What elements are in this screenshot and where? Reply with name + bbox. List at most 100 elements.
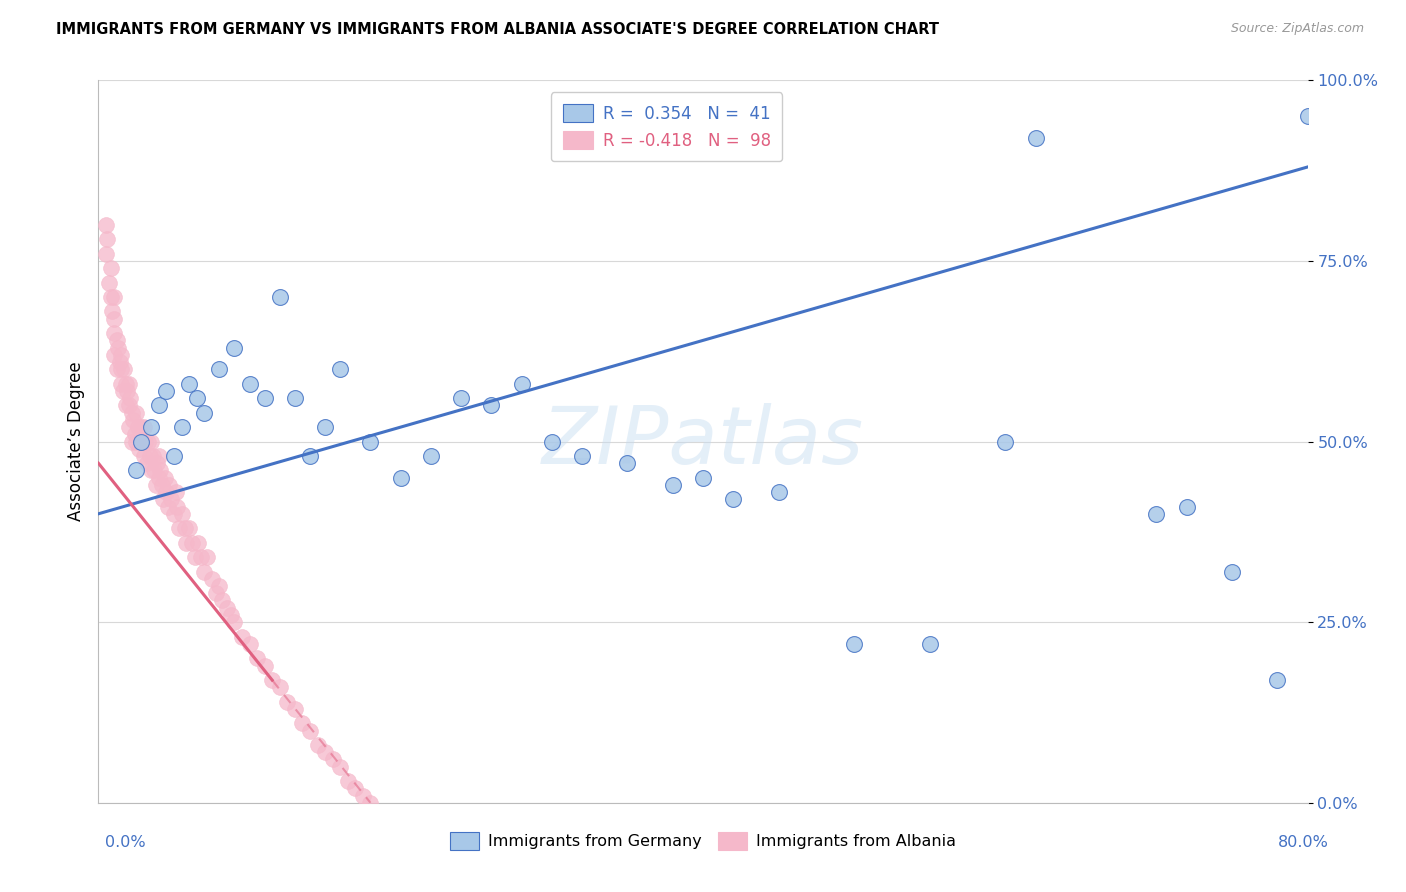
Legend: Immigrants from Germany, Immigrants from Albania: Immigrants from Germany, Immigrants from… [443, 826, 963, 856]
Point [148, 398, 170, 412]
Point [352, 789, 374, 803]
Point [450, 391, 472, 405]
Point [152, 492, 174, 507]
Point [322, 752, 344, 766]
Point [121, 406, 143, 420]
Point [239, 376, 262, 391]
Point [170, 507, 193, 521]
Point [179, 376, 201, 391]
Point [105, 334, 128, 348]
Point [148, 449, 170, 463]
Point [179, 521, 201, 535]
Point [103, 290, 125, 304]
Point [211, 593, 233, 607]
Point [125, 434, 148, 449]
Point [224, 341, 246, 355]
Point [190, 550, 212, 565]
Point [284, 702, 307, 716]
Point [96, 232, 118, 246]
Point [253, 658, 276, 673]
Point [110, 362, 132, 376]
Point [1267, 673, 1289, 687]
Point [120, 391, 142, 405]
Point [159, 478, 181, 492]
Point [269, 680, 291, 694]
Point [163, 449, 186, 463]
Point [420, 449, 443, 463]
Point [262, 673, 284, 687]
Point [103, 326, 125, 340]
Y-axis label: Associate’s Degree: Associate’s Degree [66, 362, 84, 521]
Point [571, 449, 593, 463]
Point [166, 500, 188, 514]
Point [107, 341, 129, 355]
Point [141, 463, 163, 477]
Point [122, 413, 145, 427]
Point [103, 348, 125, 362]
Point [101, 304, 124, 318]
Point [146, 456, 169, 470]
Point [110, 348, 132, 362]
Point [170, 420, 193, 434]
Point [344, 781, 367, 796]
Point [100, 261, 122, 276]
Point [118, 376, 141, 391]
Point [128, 442, 150, 456]
Point [150, 478, 173, 492]
Point [239, 637, 262, 651]
Point [193, 406, 215, 420]
Point [127, 420, 149, 434]
Point [131, 434, 153, 449]
Point [336, 774, 359, 789]
Point [134, 434, 156, 449]
Point [246, 651, 269, 665]
Point [1144, 507, 1167, 521]
Point [540, 434, 562, 449]
Point [1175, 500, 1198, 514]
Point [291, 716, 314, 731]
Point [98, 276, 121, 290]
Point [768, 485, 790, 500]
Point [167, 521, 190, 535]
Point [125, 463, 148, 477]
Point [193, 565, 215, 579]
Point [661, 478, 683, 492]
Point [94, 246, 117, 260]
Point [105, 362, 128, 376]
Point [124, 427, 146, 442]
Point [314, 420, 336, 434]
Point [125, 406, 148, 420]
Point [195, 550, 218, 565]
Point [224, 615, 246, 630]
Point [94, 218, 117, 232]
Point [253, 391, 276, 405]
Point [110, 376, 132, 391]
Point [141, 420, 163, 434]
Point [155, 485, 177, 500]
Text: 80.0%: 80.0% [1278, 836, 1329, 850]
Point [221, 607, 243, 622]
Point [299, 449, 322, 463]
Point [132, 449, 155, 463]
Text: Source: ZipAtlas.com: Source: ZipAtlas.com [1230, 22, 1364, 36]
Text: ZIPatlas: ZIPatlas [541, 402, 865, 481]
Point [155, 384, 177, 398]
Point [181, 535, 204, 549]
Point [141, 434, 163, 449]
Point [284, 391, 307, 405]
Point [307, 738, 329, 752]
Point [692, 470, 714, 484]
Point [187, 535, 209, 549]
Point [115, 384, 138, 398]
Point [108, 355, 131, 369]
Point [163, 507, 186, 521]
Point [329, 760, 352, 774]
Point [149, 463, 172, 477]
Point [114, 376, 136, 391]
Point [276, 695, 298, 709]
Point [129, 434, 152, 449]
Point [844, 637, 866, 651]
Point [186, 391, 208, 405]
Point [156, 500, 179, 514]
Point [481, 398, 503, 412]
